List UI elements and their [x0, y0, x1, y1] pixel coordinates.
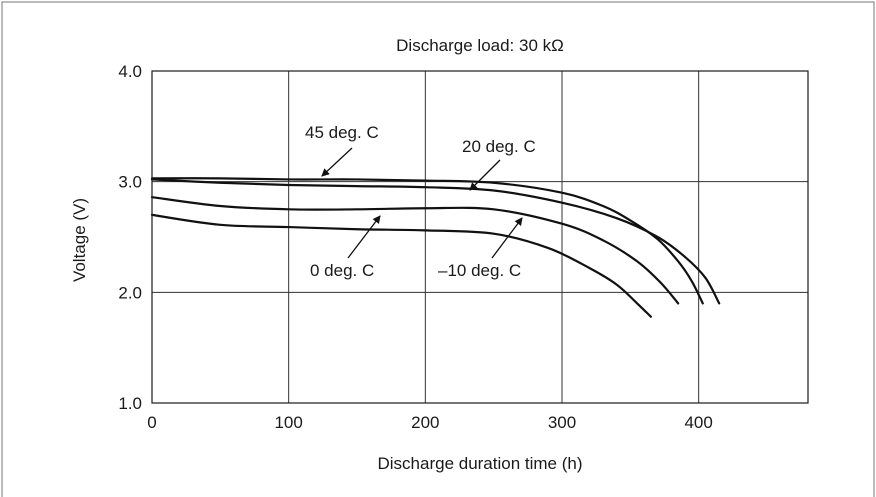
y-tick-label: 1.0 [118, 394, 142, 413]
annotation-label: –10 deg. C [438, 261, 521, 280]
annotation-label: 20 deg. C [462, 137, 536, 156]
y-tick-label: 2.0 [118, 283, 142, 302]
series-lines [150, 177, 721, 318]
chart-title: Discharge load: 30 kΩ [396, 36, 564, 55]
series-line-0 [150, 177, 704, 305]
series-line-2 [150, 196, 680, 305]
tick-labels: 0 100 200 300 400 1.0 2.0 3.0 4.0 [118, 62, 712, 432]
y-tick-label: 3.0 [118, 173, 142, 192]
series-line-3 [150, 213, 652, 318]
annotations: 45 deg. C 20 deg. C 0 deg. C –10 deg. C [305, 123, 536, 280]
y-tick-label: 4.0 [118, 62, 142, 81]
annotation-arrow [491, 217, 523, 259]
plot-area-frame [151, 70, 809, 404]
y-axis-label: Voltage (V) [70, 198, 89, 282]
x-tick-label: 0 [147, 413, 156, 432]
x-axis-label: Discharge duration time (h) [377, 454, 582, 473]
x-tick-label: 200 [411, 413, 439, 432]
annotation-label: 45 deg. C [305, 123, 379, 142]
series-line-1 [150, 178, 721, 305]
annotation-label: 0 deg. C [310, 261, 374, 280]
grid [152, 71, 808, 403]
annotation-arrow [469, 159, 501, 191]
annotation-arrow [347, 215, 381, 259]
x-tick-label: 300 [548, 413, 576, 432]
annotation-arrow [321, 147, 353, 177]
x-tick-label: 400 [684, 413, 712, 432]
x-tick-label: 100 [274, 413, 302, 432]
